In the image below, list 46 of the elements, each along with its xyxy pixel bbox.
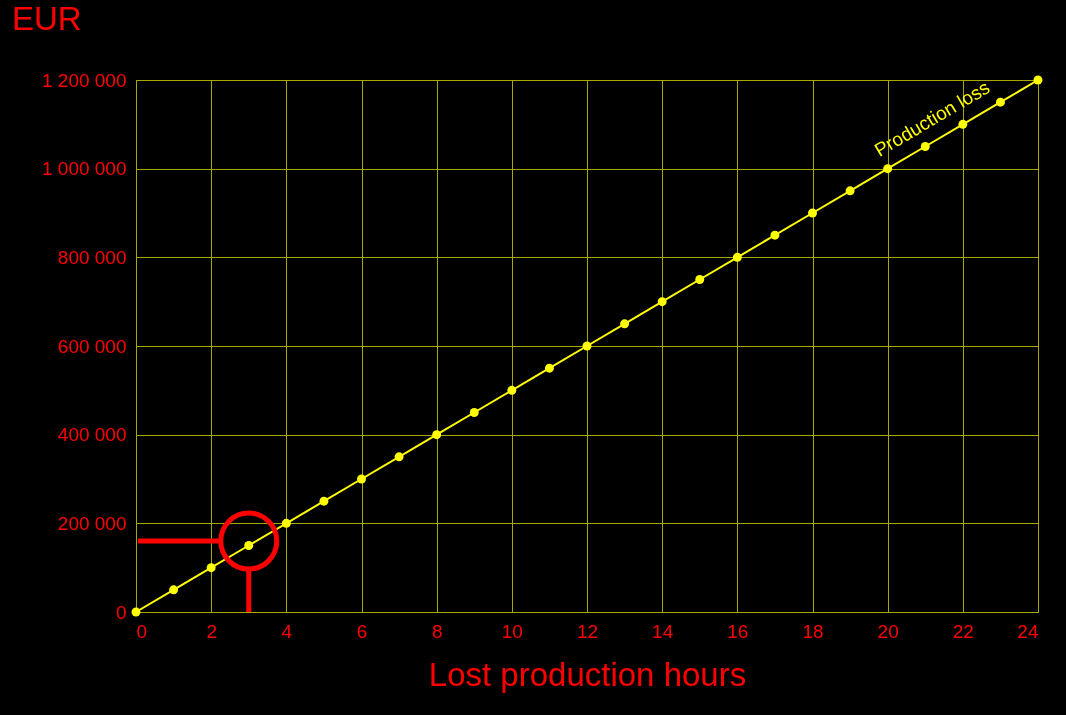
point: [169, 585, 179, 595]
x-tick-label: 4: [281, 620, 293, 642]
x-tick-label: 10: [501, 620, 523, 642]
point: [281, 518, 291, 528]
point: [958, 119, 968, 129]
x-tick-label: 18: [802, 620, 824, 642]
point: [995, 97, 1005, 107]
chart-title: EUR: [12, 0, 82, 38]
x-tick-label: 20: [877, 620, 899, 642]
point: [394, 452, 404, 462]
point: [131, 607, 141, 617]
y-tick-label: 1 000 000: [41, 158, 127, 180]
x-axis-title: Lost production hours: [428, 655, 747, 693]
point: [469, 408, 479, 417]
point: [845, 186, 855, 196]
point: [770, 230, 780, 240]
x-tick-label: 16: [727, 620, 749, 642]
y-tick-label: 800 000: [57, 246, 127, 268]
point: [1033, 75, 1043, 85]
x-tick-label: 0: [136, 620, 148, 642]
y-tick-label: 200 000: [57, 512, 127, 534]
x-tick-label: 8: [431, 620, 443, 642]
x-tick-label: 12: [576, 620, 599, 642]
y-tick-label: 600 000: [57, 335, 127, 357]
x-tick-label: 24: [1017, 620, 1039, 642]
point: [544, 363, 554, 373]
y-tick-label: 1 200 000: [41, 69, 127, 91]
y-tick-label: 400 000: [57, 424, 127, 446]
point: [244, 541, 254, 550]
point: [808, 208, 817, 218]
point: [319, 496, 329, 506]
point: [620, 319, 630, 329]
point: [732, 252, 742, 262]
x-tick-label: 22: [952, 620, 974, 642]
point: [432, 430, 442, 440]
y-tick-label: 0: [115, 601, 127, 623]
point: [357, 474, 366, 484]
point: [695, 275, 705, 284]
point: [507, 385, 517, 395]
point: [657, 297, 667, 307]
x-tick-label: 6: [356, 620, 368, 642]
x-tick-label: 2: [206, 620, 217, 642]
point: [206, 563, 216, 573]
point: [883, 164, 893, 174]
x-tick-label: 14: [652, 620, 674, 642]
point: [582, 341, 592, 351]
